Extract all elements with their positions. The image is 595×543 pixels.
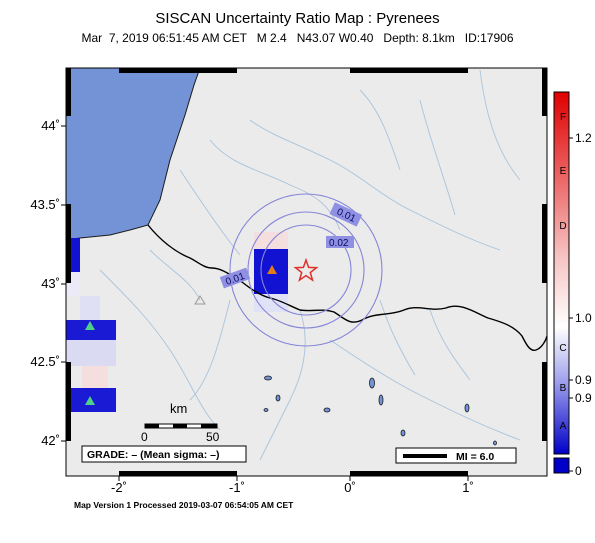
lon-label: -2˚ [111,480,127,495]
scale-min: 0 [141,430,148,444]
border-line [147,224,547,351]
grade-box [81,445,247,463]
mi-text: MI = 6.0 [456,451,494,463]
colorbar-value: 0 [575,464,582,478]
lon-label: -1˚ [229,480,245,495]
scale-bar [144,423,218,429]
colorbar-value: 0.9 [575,391,592,405]
contour-inner [260,224,352,316]
lat-label: 42.5˚ [30,354,60,369]
grade-text: GRADE: – (Mean sigma: –) [87,449,219,461]
triangle-icon [267,265,277,274]
colorbar-value: 1.0 [575,311,592,325]
contour-outer [229,193,383,347]
triangle-icon [85,321,95,330]
contour-label-2: 0.02 [329,238,349,249]
lat-label: 43.5˚ [30,197,60,212]
scale-title: km [170,401,187,416]
lat-label: 44˚ [41,118,60,133]
lat-label: 43˚ [41,276,60,291]
lon-label: 1˚ [462,480,474,495]
event-subtitle: Mar 7, 2019 06:51:45 AM CET M 2.4 N43.07… [81,31,514,45]
grade-letter: E [559,166,567,177]
lat-label: 42˚ [41,433,60,448]
map-title: SISCAN Uncertainty Ratio Map : Pyrenees [155,10,440,27]
triangle-icon [194,295,206,305]
lon-label: 0˚ [344,480,356,495]
colorbar-min-swatch [553,457,570,474]
colorbar-value: 0.9 [575,373,592,387]
star-icon [293,257,319,282]
scale-max: 50 [206,430,220,444]
grade-letter: B [559,383,567,394]
grade-letter: C [559,343,567,354]
map-footer: Map Version 1 Processed 2019-03-07 06:54… [74,500,294,510]
grade-letter: F [559,112,567,123]
mi-box [395,447,517,464]
colorbar [553,91,570,455]
colorbar-value: 1.2 [575,131,592,145]
grade-letter: D [559,221,567,232]
triangle-icon [85,396,95,405]
grade-letter: A [559,421,567,432]
